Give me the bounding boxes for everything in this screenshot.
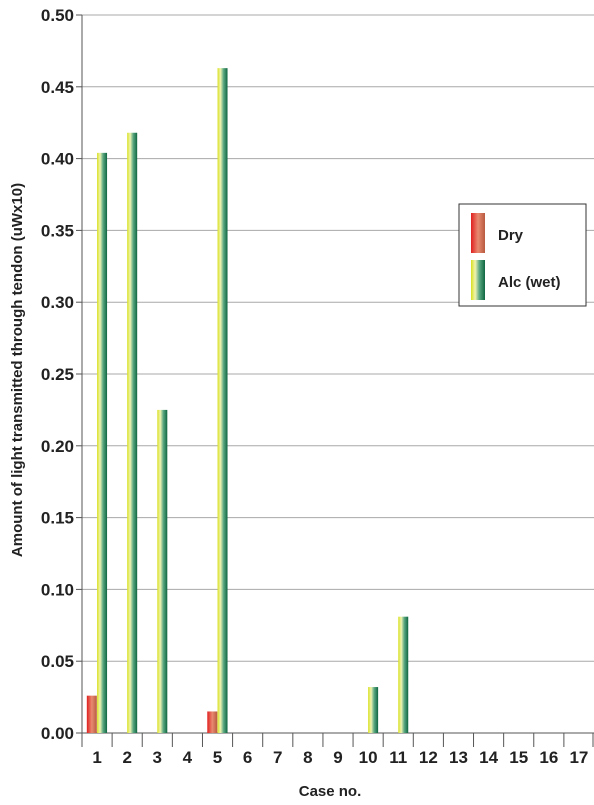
x-tick-label: 3	[153, 748, 162, 767]
x-tick-label: 4	[183, 748, 193, 767]
x-tick-label: 10	[359, 748, 378, 767]
y-tick-label: 0.00	[41, 724, 74, 743]
gridlines	[82, 14, 594, 734]
y-tick-label: 0.05	[41, 652, 74, 671]
bar-wet-case-3	[157, 409, 168, 733]
x-axis-title: Case no.	[299, 783, 362, 800]
x-tick-label: 11	[389, 748, 407, 767]
x-tick-label: 17	[569, 748, 588, 767]
bar-wet-case-11	[398, 616, 409, 733]
x-tick-label: 15	[509, 748, 528, 767]
x-tick-label: 1	[92, 748, 101, 767]
bar-wet-case-10	[368, 687, 379, 733]
x-tick-label: 14	[479, 748, 498, 767]
axes	[76, 14, 594, 747]
x-tick-label: 9	[333, 748, 342, 767]
bar-dry-case-1	[86, 695, 97, 733]
x-tick-labels: 1 2 3 4 5 6 7 8 9 10 11 12 13 14 15 16 17	[92, 748, 588, 767]
x-tick-label: 6	[243, 748, 252, 767]
legend-label-dry: Dry	[498, 227, 524, 244]
bar-wet-case-1	[97, 152, 108, 733]
y-axis-title: Amount of light transmitted through tend…	[9, 183, 26, 557]
y-tick-label: 0.50	[41, 6, 74, 25]
y-tick-labels: 0.00 0.05 0.10 0.15 0.20 0.25 0.30 0.35 0.40 0.45…	[41, 6, 74, 743]
x-tick-label: 16	[539, 748, 558, 767]
x-tick-label: 12	[419, 748, 438, 767]
bar-dry-case-5	[207, 711, 218, 733]
legend: Dry Alc (wet)	[458, 203, 587, 307]
bars	[86, 68, 409, 733]
bar-wet-case-2	[127, 132, 138, 733]
x-tick-label: 2	[122, 748, 131, 767]
bar-wet-case-5	[217, 68, 228, 733]
y-tick-label: 0.30	[41, 293, 74, 312]
x-tick-label: 5	[213, 748, 222, 767]
legend-swatch-dry	[471, 213, 485, 253]
y-tick-label: 0.25	[41, 365, 74, 384]
y-tick-label: 0.20	[41, 437, 74, 456]
x-tick-label: 7	[273, 748, 282, 767]
legend-swatch-wet	[471, 260, 485, 300]
x-tick-label: 8	[303, 748, 312, 767]
legend-label-wet: Alc (wet)	[498, 274, 561, 291]
y-tick-label: 0.15	[41, 509, 74, 528]
x-tick-label: 13	[449, 748, 468, 767]
y-tick-label: 0.40	[41, 150, 74, 169]
y-tick-label: 0.35	[41, 221, 74, 240]
y-tick-label: 0.10	[41, 580, 74, 599]
y-tick-label: 0.45	[41, 78, 74, 97]
